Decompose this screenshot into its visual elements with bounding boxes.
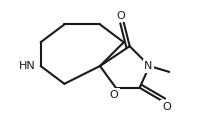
Text: O: O <box>162 102 171 112</box>
Text: N: N <box>144 61 153 71</box>
Text: O: O <box>109 90 118 100</box>
Text: O: O <box>116 11 125 21</box>
Text: HN: HN <box>18 61 35 71</box>
